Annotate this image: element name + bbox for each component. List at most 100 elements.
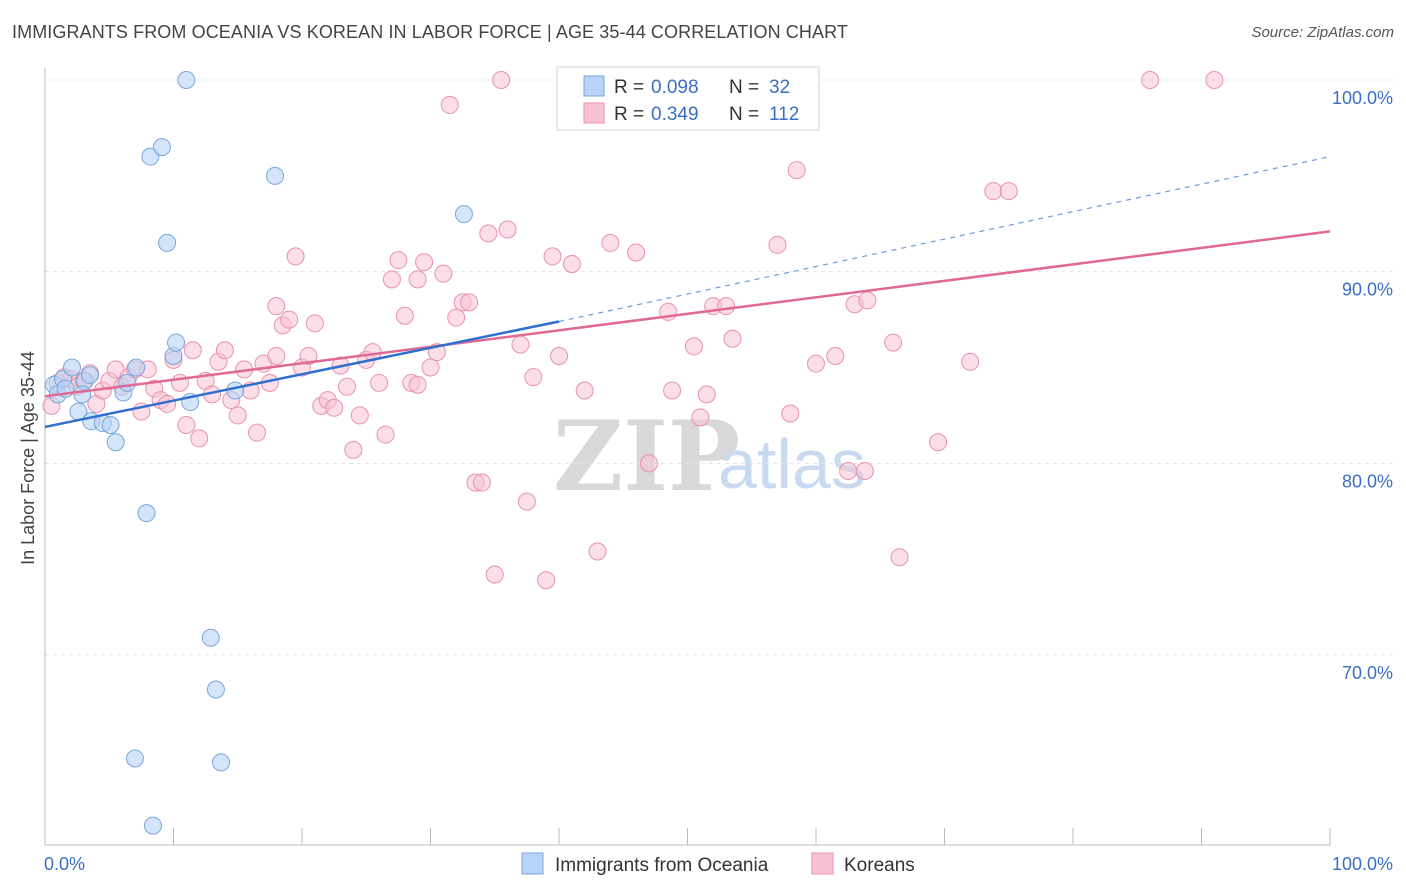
korean-point	[325, 398, 344, 417]
korean-point	[170, 373, 189, 392]
korean-point	[177, 416, 196, 434]
oceania-point	[266, 166, 285, 185]
oceania-point	[73, 385, 92, 404]
watermark-atlas: atlas	[718, 425, 866, 503]
korean-point	[215, 341, 234, 360]
korean-point	[408, 270, 427, 289]
x-tick-labels: 0.0% 100.0%	[44, 854, 1393, 874]
korean-point	[691, 408, 710, 427]
stats-n-label-1: N =	[729, 77, 759, 98]
korean-point	[447, 308, 466, 327]
korean-point	[768, 235, 787, 254]
series-legend: Immigrants from Oceania Koreans	[521, 852, 915, 876]
korean-point	[999, 182, 1018, 201]
korean-point	[190, 429, 209, 448]
korean-point	[479, 224, 498, 243]
oceania-point	[201, 628, 220, 647]
korean-point	[663, 381, 682, 400]
trend-lines	[44, 156, 1331, 429]
korean-trend-line	[44, 230, 1331, 398]
oceania-point	[118, 373, 137, 392]
stats-n-value-1: 32	[769, 77, 790, 98]
korean-point	[498, 220, 517, 239]
oceania-trend-line	[44, 320, 560, 429]
oceania-point	[177, 71, 196, 89]
axes	[44, 68, 1331, 846]
oceania-point	[158, 233, 177, 252]
korean-point	[267, 347, 286, 365]
stats-r-label-2: R =	[614, 104, 644, 125]
korean-point	[408, 375, 427, 394]
korean-point	[299, 347, 318, 365]
oceania-point	[167, 333, 186, 352]
korean-point	[717, 297, 736, 316]
korean-point	[787, 161, 806, 180]
korean-point	[344, 440, 363, 459]
korean-point	[440, 95, 459, 114]
korean-point	[305, 314, 324, 333]
y-axis-title: In Labor Force | Age 35-44	[18, 351, 38, 565]
stats-swatch-oceania	[583, 75, 605, 97]
oceania-point	[127, 358, 146, 377]
chart-title: IMMIGRANTS FROM OCEANIA VS KOREAN IN LAB…	[12, 22, 848, 42]
oceania-point	[125, 749, 144, 768]
korean-point	[350, 406, 369, 425]
oceania-point	[454, 205, 473, 224]
stats-r-value-2: 0.349	[651, 104, 699, 125]
korean-point	[267, 297, 286, 316]
korean-point	[370, 373, 389, 392]
legend-label-oceania: Immigrants from Oceania	[555, 855, 769, 876]
y-tick-label: 90.0%	[1342, 280, 1393, 300]
korean-point	[280, 310, 299, 329]
oceania-point	[62, 358, 81, 377]
korean-point	[524, 368, 543, 387]
korean-point	[286, 247, 305, 266]
korean-point	[376, 425, 395, 444]
korean-point	[485, 565, 504, 584]
stats-r-label-1: R =	[614, 77, 644, 98]
oceania-point	[101, 416, 120, 434]
korean-point	[517, 492, 536, 511]
series-koreans	[42, 71, 1224, 590]
oceania-point	[212, 753, 231, 772]
stats-n-value-2: 112	[769, 104, 799, 125]
korean-point	[627, 243, 646, 262]
korean-point	[389, 251, 408, 270]
oceania-point	[206, 680, 225, 699]
korean-point	[855, 462, 874, 480]
korean-point	[434, 264, 453, 283]
korean-point	[248, 423, 267, 442]
korean-point	[395, 306, 414, 325]
korean-point	[984, 182, 1003, 201]
korean-point	[382, 270, 401, 289]
korean-point	[537, 571, 556, 590]
oceania-point	[80, 366, 99, 385]
oceania-point	[143, 816, 162, 835]
korean-point	[183, 341, 202, 360]
stats-legend: R = 0.098 N = 32 R = 0.349 N = 112	[556, 66, 820, 131]
korean-point	[961, 352, 980, 371]
x-tick-label: 0.0%	[44, 854, 85, 874]
oceania-point	[106, 433, 125, 452]
korean-point	[929, 433, 948, 452]
korean-point	[858, 291, 877, 310]
oceania-point	[226, 381, 245, 400]
oceania-point	[137, 504, 156, 523]
watermark: ZIP atlas	[553, 400, 866, 513]
stats-r-value-1: 0.098	[651, 77, 699, 98]
korean-point	[511, 335, 530, 354]
korean-point	[460, 293, 479, 312]
korean-point	[781, 404, 800, 423]
korean-point	[1141, 71, 1160, 89]
korean-point	[839, 462, 858, 480]
x-tick-label: 100.0%	[1332, 854, 1393, 874]
korean-point	[228, 406, 247, 425]
korean-point	[337, 377, 356, 396]
legend-swatch-koreans	[811, 852, 834, 875]
korean-point	[684, 337, 703, 356]
legend-swatch-oceania	[521, 852, 544, 875]
legend-label-koreans: Koreans	[844, 855, 915, 876]
y-tick-labels: 70.0% 80.0% 90.0% 100.0%	[1332, 88, 1393, 683]
y-tick-label: 80.0%	[1342, 471, 1393, 491]
source-credit: Source: ZipAtlas.com	[1251, 24, 1394, 41]
